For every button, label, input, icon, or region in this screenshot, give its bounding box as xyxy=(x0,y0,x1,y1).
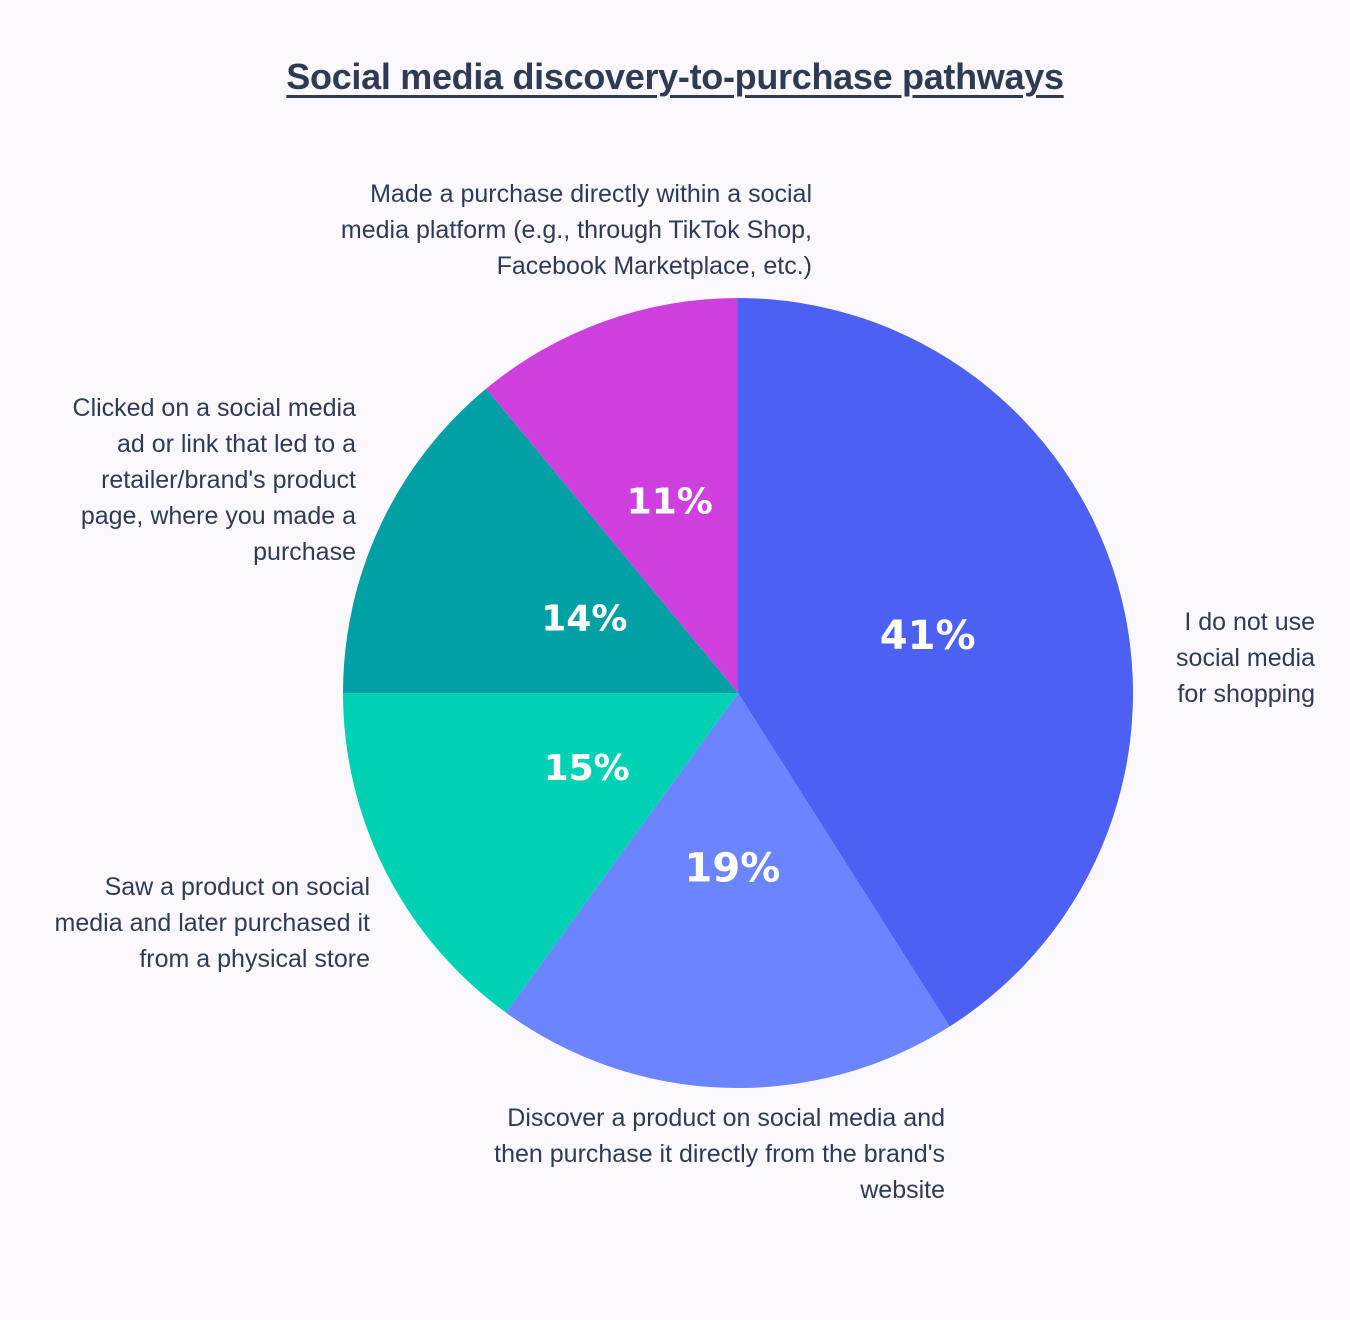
pie-slice-physical-store xyxy=(343,693,738,1013)
pie-slice-in-platform-purchase xyxy=(486,298,738,693)
slice-label-ad-link-purchase: Clicked on a social media ad or link tha… xyxy=(72,394,356,566)
pie-value-label-physical-store: 15% xyxy=(544,748,630,789)
slice-label-brand-website: Discover a product on social media and t… xyxy=(494,1104,945,1204)
pie-value-label-brand-website: 19% xyxy=(685,846,781,892)
pie-slice-ad-link-purchase xyxy=(343,388,738,693)
pie-value-label-ad-link-purchase: 14% xyxy=(541,599,627,640)
slice-label-no-social-shopping: I do not use social media for shopping xyxy=(1176,608,1315,708)
slice-label-physical-store: Saw a product on social media and later … xyxy=(54,873,370,973)
pie-slice-brand-website xyxy=(505,693,950,1088)
slice-label-in-platform-purchase: Made a purchase directly within a social… xyxy=(340,180,812,280)
pie-slice-no-social-shopping xyxy=(738,298,1133,1027)
chart-title: Social media discovery-to-purchase pathw… xyxy=(286,56,1064,97)
pie-value-label-in-platform-purchase: 11% xyxy=(627,481,713,522)
pie-value-label-no-social-shopping: 41% xyxy=(880,613,976,659)
